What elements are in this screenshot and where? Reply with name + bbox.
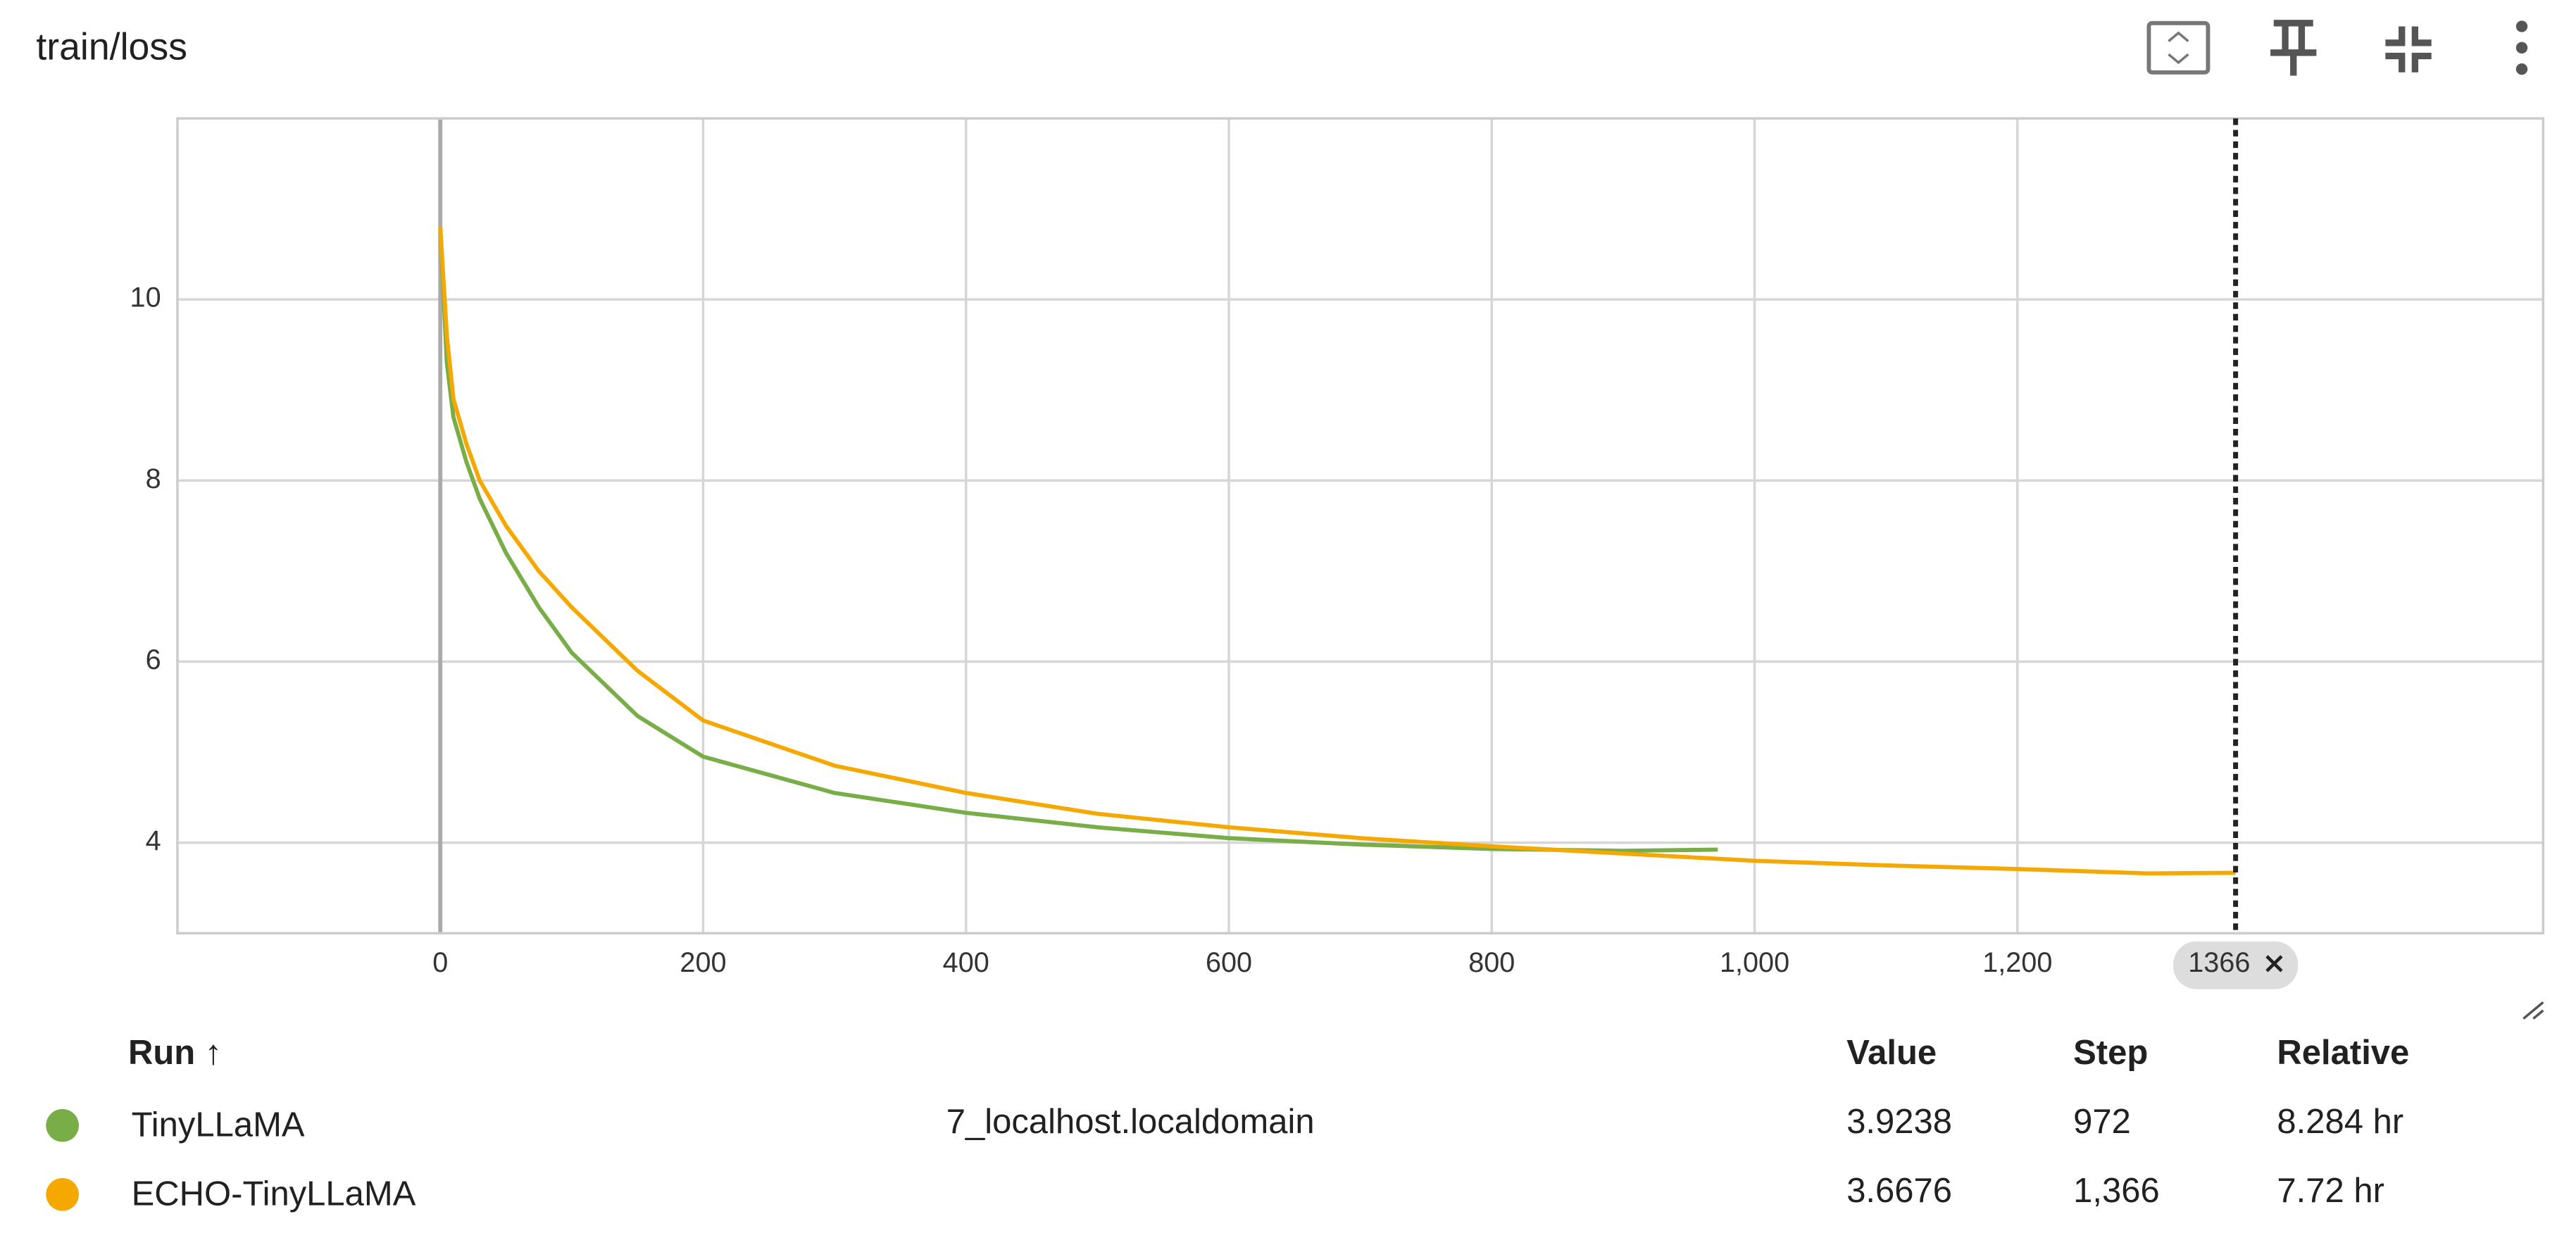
column-header: Relative: [2277, 1034, 2409, 1072]
run-color-dot: [46, 1177, 79, 1211]
more-menu-button[interactable]: [2515, 20, 2528, 75]
run-name: ECHO-TinyLLaMA: [132, 1175, 416, 1213]
card-title: train/loss: [36, 25, 187, 68]
x-tick-label: 1,200: [1982, 947, 2052, 978]
column-header: Step: [2073, 1034, 2148, 1072]
cursor-badge: [2172, 941, 2299, 989]
x-tick-label: 200: [680, 947, 726, 978]
series-line: [438, 227, 2236, 876]
table-cell: 3.6676: [1846, 1172, 1952, 1210]
run-color-dot: [46, 1108, 79, 1142]
y-tick-label: 10: [130, 282, 161, 313]
y-tick-label: 4: [146, 825, 161, 856]
column-header: Value: [1846, 1034, 1937, 1072]
plot-area: 4 6 8 10 0 200 400 600 800 1,000 1,200 1366: [130, 117, 2545, 989]
x-tick-label: 800: [1468, 947, 1515, 978]
cursor-close[interactable]: [2265, 955, 2283, 973]
x-tick-label: 600: [1206, 947, 1252, 978]
resize-handle[interactable]: [2522, 1001, 2544, 1020]
table-cell: 3.9238: [1846, 1103, 1952, 1141]
run-table: Run ↑ Value Step Relative TinyLLaMA 7_localho…: [46, 1034, 2409, 1213]
x-tick-label: 0: [432, 947, 448, 978]
pin-button[interactable]: [2270, 20, 2317, 76]
plot-frame: [176, 117, 2545, 935]
table-cell: 7.72 hr: [2277, 1172, 2384, 1210]
table-cell: 1,366: [2073, 1172, 2160, 1210]
y-tick-label: 6: [146, 644, 161, 675]
collapse-button[interactable]: [2385, 26, 2432, 73]
table-cell: 8.284 hr: [2277, 1103, 2403, 1141]
series-line: [438, 227, 1718, 853]
x-tick-label: 400: [943, 947, 989, 978]
x-tick-label: 1,000: [1720, 947, 1789, 978]
cursor-label: 1366: [2188, 947, 2250, 978]
run-name: TinyLLaMA: [132, 1106, 305, 1144]
column-header: Run ↑: [128, 1034, 222, 1072]
table-cell: 972: [2073, 1103, 2131, 1141]
y-tick-label: 8: [146, 463, 161, 494]
fullscreen-button[interactable]: [2146, 20, 2211, 75]
table-cell: 7_localhost.localdomain: [946, 1103, 1315, 1141]
